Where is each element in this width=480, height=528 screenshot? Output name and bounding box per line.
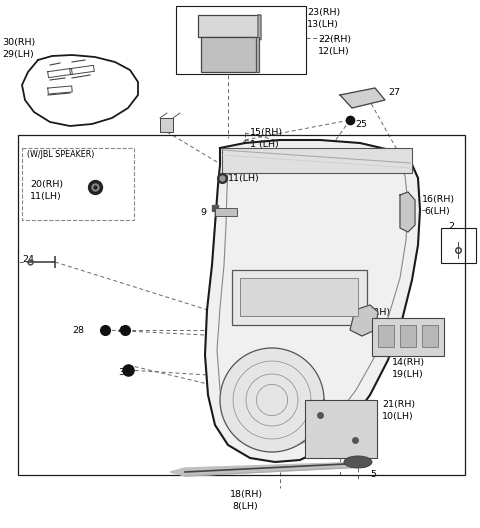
Text: 22(RH): 22(RH) [318,35,351,44]
Text: (W/JBL SPEAKER): (W/JBL SPEAKER) [27,150,95,159]
Bar [198,15,258,37]
Bar [378,325,394,347]
Text: 19(LH): 19(LH) [392,370,424,379]
Polygon shape [220,348,324,452]
Bar [160,118,173,132]
Polygon shape [205,140,420,462]
Text: 20(RH): 20(RH) [30,180,63,189]
Bar [215,208,237,216]
Text: 2: 2 [448,222,454,231]
Bar [441,228,476,263]
Text: 8(LH): 8(LH) [232,502,258,511]
Bar [18,135,465,475]
Polygon shape [258,15,261,40]
Text: 23(RH): 23(RH) [307,8,340,17]
Text: 27: 27 [388,88,400,97]
Text: 10(LH): 10(LH) [382,412,414,421]
Bar [372,318,444,356]
Text: 7(LH): 7(LH) [360,320,386,329]
Text: 6(LH): 6(LH) [424,207,450,216]
Text: 1 (LH): 1 (LH) [250,140,279,149]
Bar [400,325,416,347]
Polygon shape [256,37,259,72]
Polygon shape [400,192,415,232]
Text: 12(LH): 12(LH) [318,47,350,56]
Text: 9: 9 [200,208,206,217]
Bar [240,278,358,316]
Text: 11(LH): 11(LH) [30,192,62,201]
Polygon shape [170,462,368,476]
Text: 26: 26 [162,118,174,127]
Text: 3: 3 [118,368,124,377]
Bar [176,6,306,74]
Text: 30(RH): 30(RH) [2,38,35,47]
Text: 14(RH): 14(RH) [392,358,425,367]
Bar [22,148,134,220]
Ellipse shape [344,456,372,468]
Text: 21(RH): 21(RH) [382,400,415,409]
Text: 17(RH): 17(RH) [358,308,391,317]
Text: 5: 5 [370,470,376,479]
Text: 15(RH): 15(RH) [250,128,283,137]
Text: 28: 28 [72,326,84,335]
Bar [422,325,438,347]
Text: 11(LH): 11(LH) [228,174,260,183]
Bar [305,400,377,458]
Text: 24: 24 [22,255,34,264]
Text: 18(RH): 18(RH) [230,490,263,499]
Text: 20(RH): 20(RH) [228,162,261,171]
Bar [201,37,256,72]
Polygon shape [340,88,385,108]
Text: 29(LH): 29(LH) [2,50,34,59]
Text: 13(LH): 13(LH) [307,20,339,29]
Text: 4: 4 [118,326,124,335]
Text: 16(RH): 16(RH) [422,195,455,204]
Text: 25: 25 [355,120,367,129]
Polygon shape [350,305,378,336]
Bar [232,270,367,325]
Bar [222,148,412,173]
